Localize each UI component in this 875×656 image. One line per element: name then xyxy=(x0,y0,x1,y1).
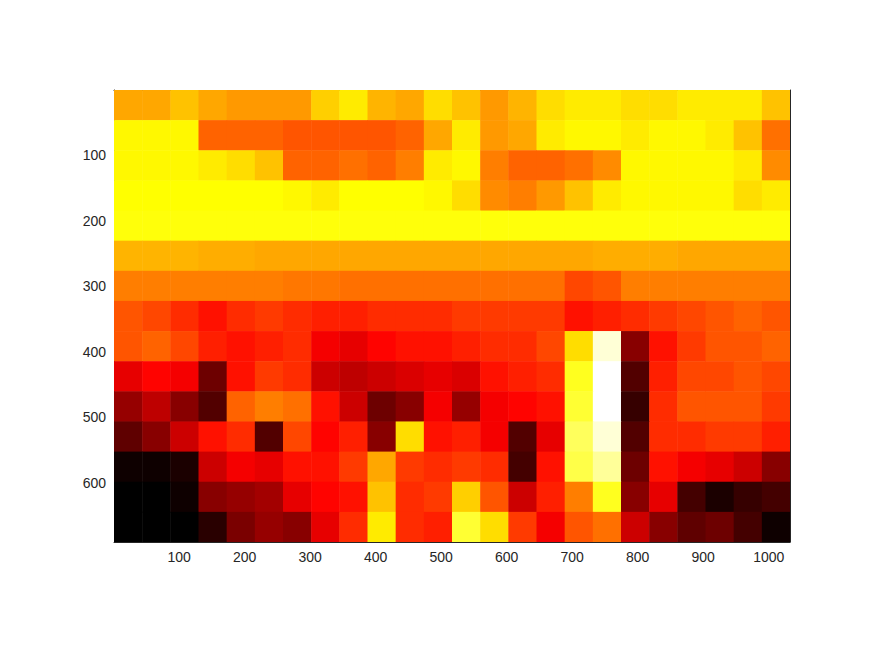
svg-text:1000: 1000 xyxy=(753,549,784,565)
svg-text:900: 900 xyxy=(692,549,716,565)
svg-text:400: 400 xyxy=(83,344,107,360)
svg-text:200: 200 xyxy=(83,213,107,229)
svg-text:600: 600 xyxy=(495,549,519,565)
svg-text:500: 500 xyxy=(430,549,454,565)
svg-text:100: 100 xyxy=(167,549,191,565)
svg-text:100: 100 xyxy=(83,147,107,163)
svg-text:600: 600 xyxy=(83,475,107,491)
svg-text:500: 500 xyxy=(83,409,107,425)
svg-text:200: 200 xyxy=(233,549,257,565)
svg-text:400: 400 xyxy=(364,549,388,565)
svg-text:300: 300 xyxy=(83,278,107,294)
svg-text:700: 700 xyxy=(561,549,585,565)
svg-text:300: 300 xyxy=(299,549,323,565)
svg-text:800: 800 xyxy=(626,549,650,565)
